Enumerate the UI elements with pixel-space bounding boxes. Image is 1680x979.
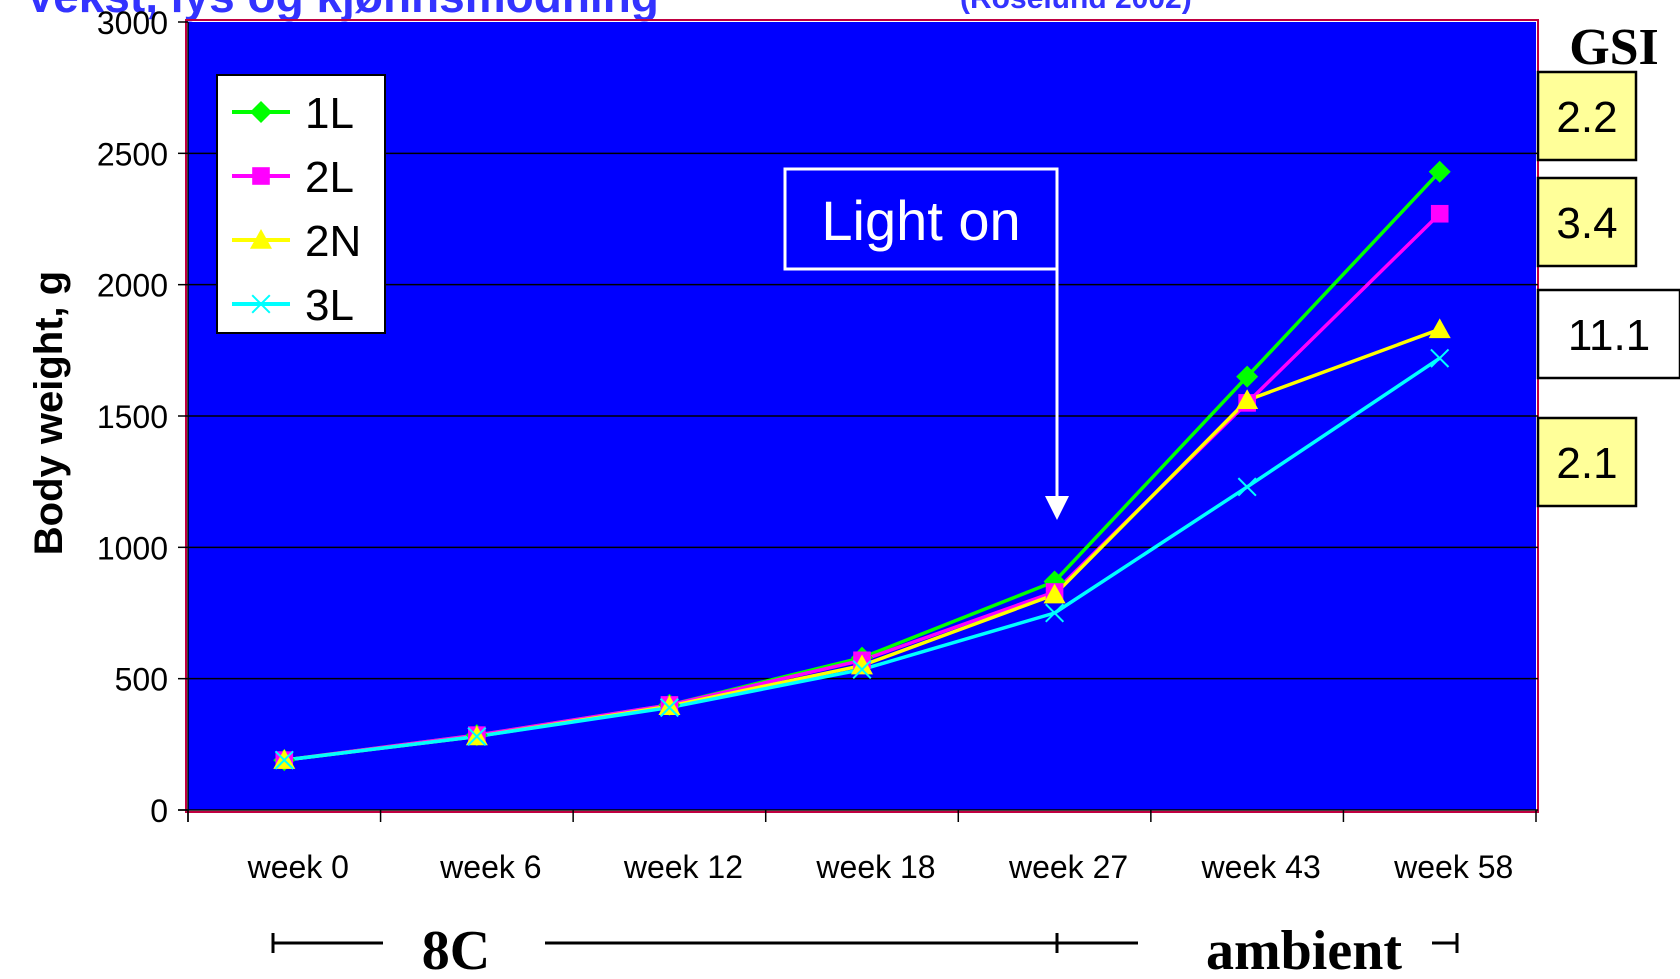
title-group: Vekst, lys og kjønnsmodning (Roselund 20… — [25, 0, 1192, 22]
legend: 1L 2L 2N 3L — [216, 74, 386, 334]
y-tick-label: 0 — [150, 793, 168, 829]
x-tick-label: week 58 — [1393, 849, 1513, 885]
gsi-box — [1536, 288, 1680, 380]
x-tick-label: week 0 — [247, 849, 349, 885]
gsi-box — [1536, 176, 1638, 268]
data-point-3l — [467, 726, 487, 746]
data-point-1l — [1428, 160, 1451, 183]
legend-swatch-marker — [252, 167, 270, 185]
y-tick-label: 1000 — [97, 530, 168, 566]
y-tick-label: 1500 — [97, 399, 168, 435]
legend-swatch-marker — [250, 229, 272, 249]
gsi-panel: GSI 2.2 3.4 11.1 2.1 — [1536, 19, 1680, 508]
x-tick-label: week 27 — [1008, 849, 1128, 885]
data-point-2n — [1236, 389, 1259, 410]
chart-citation: (Roselund 2002) — [960, 0, 1192, 15]
gsi-value: 2.2 — [1556, 93, 1617, 142]
data-point-2n — [1428, 318, 1451, 339]
data-point-3l — [659, 698, 679, 718]
y-tick-label: 2500 — [97, 136, 168, 172]
axes: 0 500 1000 1500 2000 2500 3000 week 0 week 6 week… — [97, 5, 1538, 885]
series-markers — [273, 160, 1451, 772]
x-tick-label: week 18 — [815, 849, 935, 885]
light-on-annotation: Light on — [783, 167, 1069, 520]
gsi-value: 2.1 — [1556, 439, 1617, 488]
condition-8c: 8C — [422, 920, 490, 979]
legend-box — [216, 74, 386, 334]
condition-timeline: 8C ambient — [271, 920, 1459, 979]
annotation-arrow-head — [1045, 496, 1069, 520]
y-axis-label: Body weight, g — [27, 271, 71, 555]
y-tick-label: 2000 — [97, 268, 168, 304]
gridlines — [188, 152, 1538, 680]
legend-label: 3L — [305, 281, 354, 330]
legend-label: 2N — [305, 217, 361, 266]
gsi-box — [1536, 416, 1638, 508]
annotation-box — [783, 167, 1059, 271]
x-tick-label: week 43 — [1201, 849, 1321, 885]
legend-swatch-marker — [250, 101, 272, 123]
data-point-3l — [1237, 477, 1257, 497]
data-point-2n — [851, 654, 873, 675]
data-point-3l — [1045, 603, 1065, 623]
gsi-value: 11.1 — [1568, 311, 1650, 360]
x-tick-label: week 6 — [439, 849, 541, 885]
data-point-3l — [274, 750, 294, 770]
data-point-3l — [1430, 348, 1450, 368]
data-point-2l — [1430, 204, 1449, 223]
legend-swatch-marker — [251, 294, 271, 314]
data-point-2n — [658, 695, 681, 716]
data-point-1l — [1236, 365, 1259, 388]
condition-ambient: ambient — [1206, 920, 1402, 979]
annotation-text: Light on — [821, 189, 1020, 252]
legend-label: 2L — [305, 153, 354, 202]
data-point-3l — [852, 659, 872, 679]
gsi-heading: GSI — [1569, 19, 1659, 76]
data-point-2n — [1043, 583, 1066, 604]
chart-title: Vekst, lys og kjønnsmodning — [25, 0, 659, 22]
x-tick-label: week 12 — [623, 849, 743, 885]
gsi-box — [1536, 70, 1638, 162]
y-tick-label: 500 — [115, 662, 168, 698]
y-tick-label: 3000 — [97, 5, 168, 41]
legend-label: 1L — [305, 89, 354, 138]
gsi-value: 3.4 — [1556, 199, 1617, 248]
